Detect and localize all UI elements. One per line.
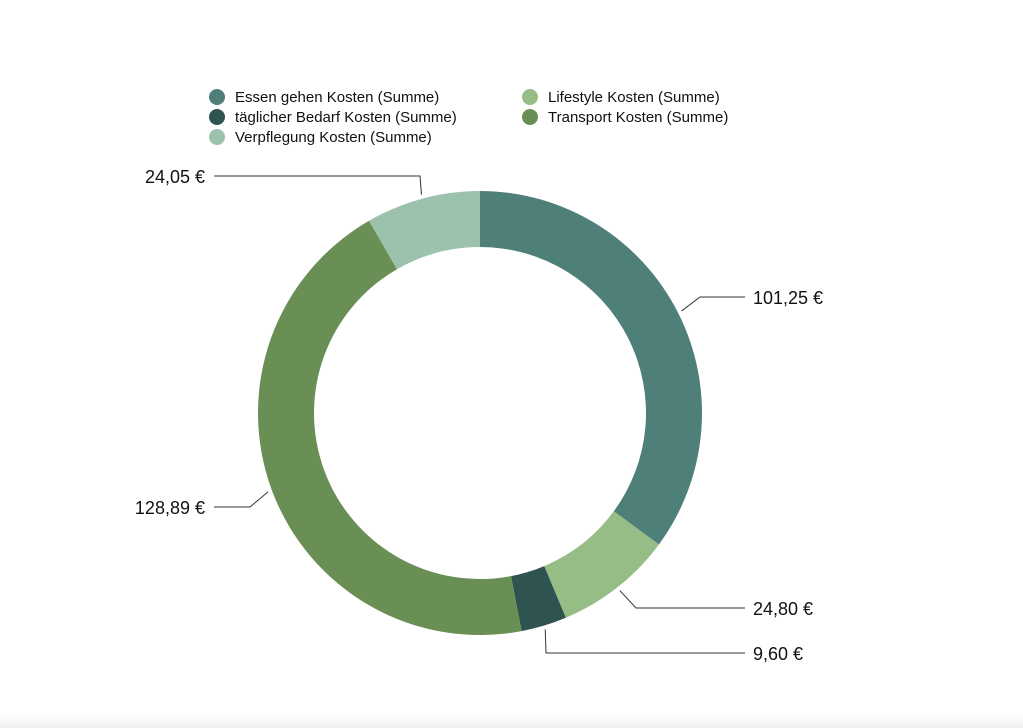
leader-line [544, 629, 745, 654]
chart-legend: Essen gehen Kosten (Summe) täglicher Beda… [209, 89, 728, 146]
legend-item[interactable]: Essen gehen Kosten (Summe) [209, 89, 439, 106]
legend-swatch [209, 129, 225, 145]
legend-swatch [209, 109, 225, 125]
legend-item[interactable]: täglicher Bedarf Kosten (Summe) [209, 109, 457, 126]
legend-swatch [522, 109, 538, 125]
leader-line [619, 590, 745, 609]
leader-line [214, 175, 423, 195]
leader-line [681, 296, 745, 312]
legend-label: täglicher Bedarf Kosten (Summe) [235, 109, 457, 126]
donut-slice[interactable] [368, 191, 480, 270]
value-labels: 101,25 € 24,80 € 9,60 € 128,89 € 24,05 € [135, 167, 823, 664]
legend-label: Transport Kosten (Summe) [548, 109, 728, 126]
bottom-edge [0, 714, 1023, 728]
value-label: 24,80 € [753, 599, 813, 619]
legend-item[interactable]: Verpflegung Kosten (Summe) [209, 129, 432, 146]
value-label: 9,60 € [753, 644, 803, 664]
legend-item[interactable]: Transport Kosten (Summe) [522, 109, 728, 126]
leader-line [214, 491, 269, 508]
donut-slice[interactable] [511, 566, 566, 632]
legend-label: Lifestyle Kosten (Summe) [548, 89, 720, 106]
legend-item[interactable]: Lifestyle Kosten (Summe) [522, 89, 720, 106]
donut-slice[interactable] [257, 220, 522, 635]
value-label: 24,05 € [145, 167, 205, 187]
legend-label: Essen gehen Kosten (Summe) [235, 89, 439, 106]
legend-swatch [209, 89, 225, 105]
legend-label: Verpflegung Kosten (Summe) [235, 129, 432, 146]
donut-slices [257, 191, 702, 635]
donut-slice[interactable] [544, 511, 659, 618]
value-label: 101,25 € [753, 288, 823, 308]
donut-slice[interactable] [480, 191, 702, 545]
legend-swatch [522, 89, 538, 105]
value-label: 128,89 € [135, 498, 205, 518]
